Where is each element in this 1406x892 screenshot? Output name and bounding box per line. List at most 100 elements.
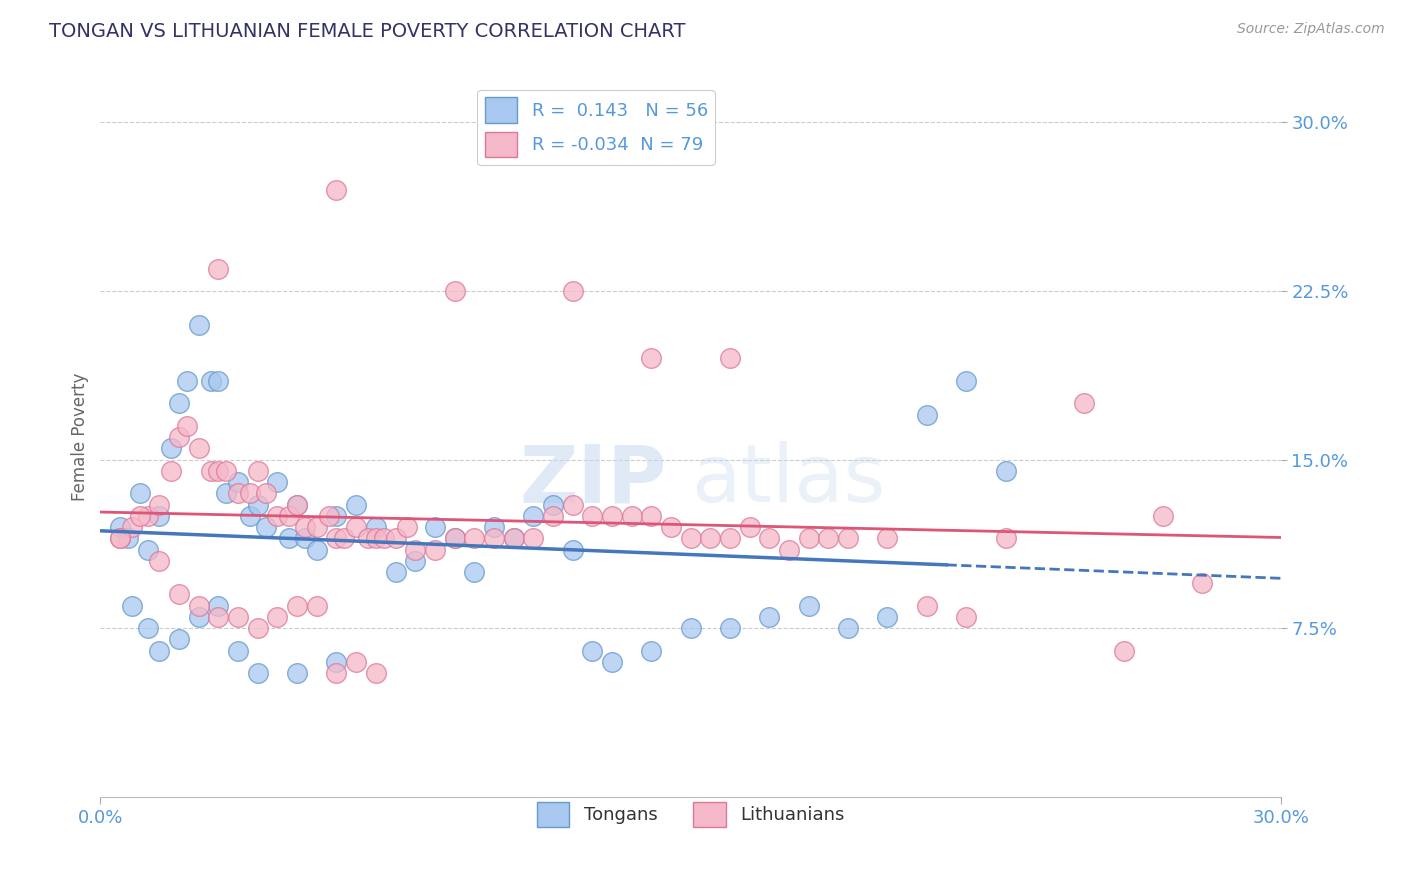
Legend: Tongans, Lithuanians: Tongans, Lithuanians (530, 795, 852, 835)
Point (187, 442, 209, 456)
Point (325, 655, 347, 669)
Point (128, 508, 150, 523)
Point (443, 284, 465, 298)
Point (254, 520, 277, 534)
Point (1152, 508, 1174, 523)
Point (108, 531, 131, 545)
Point (285, 599, 308, 613)
Point (207, 610, 229, 624)
Point (344, 520, 367, 534)
Point (718, 351, 741, 366)
Point (136, 621, 159, 635)
Point (226, 475, 249, 489)
Point (176, 374, 198, 388)
Point (325, 666, 347, 681)
Point (396, 520, 419, 534)
Point (581, 508, 603, 523)
Point (305, 520, 328, 534)
Text: atlas: atlas (690, 442, 884, 519)
Point (294, 520, 316, 534)
Point (167, 587, 190, 601)
Point (160, 464, 183, 478)
Point (246, 666, 269, 681)
Point (640, 351, 662, 366)
Point (1112, 643, 1135, 657)
Point (246, 498, 269, 512)
Point (443, 531, 465, 545)
Point (207, 599, 229, 613)
Point (200, 464, 222, 478)
Point (364, 666, 387, 681)
Point (278, 531, 301, 545)
Point (561, 498, 583, 512)
Point (915, 599, 938, 613)
Point (226, 486, 249, 500)
Point (167, 632, 190, 647)
Point (561, 542, 583, 557)
Point (176, 418, 198, 433)
Point (1191, 576, 1213, 591)
Point (207, 261, 229, 276)
Point (817, 531, 839, 545)
Point (955, 610, 977, 624)
Text: TONGAN VS LITHUANIAN FEMALE POVERTY CORRELATION CHART: TONGAN VS LITHUANIAN FEMALE POVERTY CORR… (49, 22, 686, 41)
Point (600, 655, 623, 669)
Point (837, 531, 859, 545)
Point (679, 531, 702, 545)
Point (463, 565, 485, 579)
Point (482, 531, 505, 545)
Point (384, 565, 406, 579)
Point (285, 498, 308, 512)
Point (167, 430, 190, 444)
Point (215, 464, 238, 478)
Point (136, 508, 159, 523)
Point (207, 374, 229, 388)
Point (278, 508, 301, 523)
Text: ZIP: ZIP (520, 442, 666, 519)
Point (797, 599, 820, 613)
Point (344, 498, 367, 512)
Point (148, 498, 170, 512)
Point (404, 542, 426, 557)
Point (423, 520, 446, 534)
Point (266, 475, 288, 489)
Point (148, 508, 170, 523)
Point (325, 508, 347, 523)
Point (640, 508, 662, 523)
Point (994, 531, 1017, 545)
Point (738, 520, 761, 534)
Point (226, 643, 249, 657)
Point (136, 542, 159, 557)
Point (758, 531, 780, 545)
Point (108, 531, 131, 545)
Point (294, 531, 316, 545)
Point (239, 508, 262, 523)
Point (463, 531, 485, 545)
Point (333, 531, 356, 545)
Point (246, 464, 269, 478)
Point (1073, 396, 1095, 410)
Point (718, 621, 741, 635)
Point (876, 531, 898, 545)
Point (160, 442, 183, 456)
Point (215, 486, 238, 500)
Point (443, 531, 465, 545)
Point (285, 666, 308, 681)
Point (148, 554, 170, 568)
Point (659, 520, 682, 534)
Point (502, 531, 524, 545)
Point (266, 508, 288, 523)
Point (187, 318, 209, 332)
Point (561, 284, 583, 298)
Point (797, 531, 820, 545)
Point (404, 554, 426, 568)
Point (955, 374, 977, 388)
Point (502, 531, 524, 545)
Point (876, 610, 898, 624)
Point (423, 542, 446, 557)
Point (128, 486, 150, 500)
Point (581, 643, 603, 657)
Point (522, 508, 544, 523)
Point (207, 464, 229, 478)
Point (541, 498, 564, 512)
